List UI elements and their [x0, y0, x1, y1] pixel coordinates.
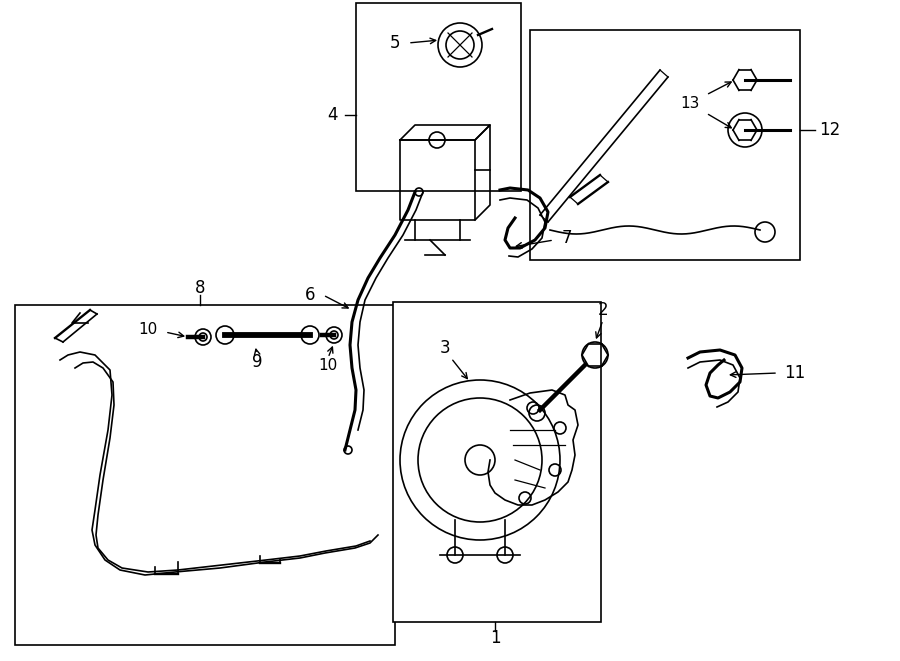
- Text: 6: 6: [305, 286, 315, 304]
- Text: 9: 9: [252, 353, 262, 371]
- Text: 12: 12: [819, 121, 841, 139]
- Text: 11: 11: [785, 364, 806, 382]
- Text: 5: 5: [390, 34, 400, 52]
- Text: 7: 7: [562, 229, 572, 247]
- Bar: [356, 3, 521, 191]
- Text: 4: 4: [327, 106, 338, 124]
- Bar: [15, 305, 395, 645]
- Text: 1: 1: [490, 629, 500, 647]
- Text: 2: 2: [598, 301, 608, 319]
- Bar: [530, 30, 800, 260]
- Text: 10: 10: [319, 358, 338, 373]
- Text: 10: 10: [139, 323, 158, 338]
- Bar: [393, 302, 601, 622]
- Text: 8: 8: [194, 279, 205, 297]
- Text: 3: 3: [440, 339, 450, 357]
- Text: 13: 13: [680, 95, 699, 110]
